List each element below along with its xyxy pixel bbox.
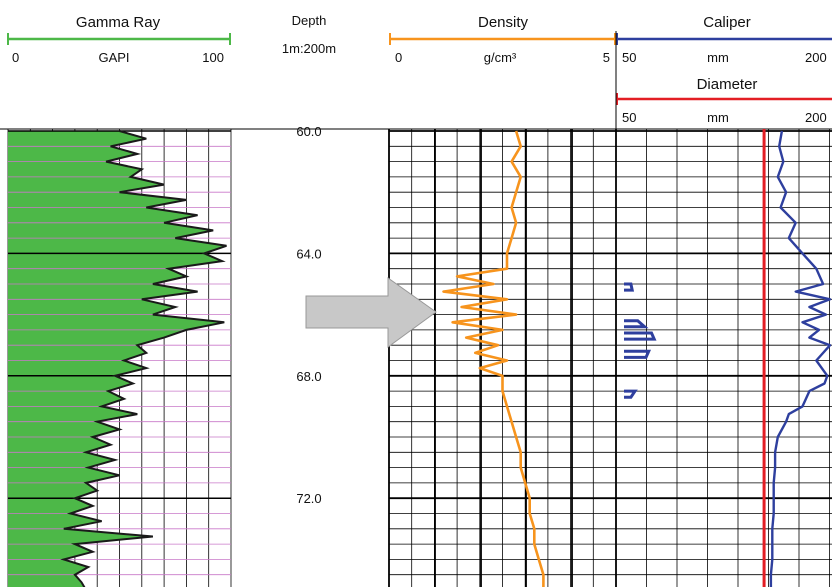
caliper-title: Caliper [703,14,751,31]
diameter-unit: mm [707,110,729,125]
density-scale-bar [389,33,616,45]
caliper-segment [624,319,649,329]
depth-labels: 60.0 64.0 68.0 72.0 [296,124,321,506]
density-max-label: 5 [603,50,610,65]
depth-header: Depth 1m:200m [282,13,336,56]
diameter-scale-bar [616,93,832,105]
caliper-line [769,130,832,587]
gamma-ray-unit: GAPI [98,50,129,65]
caliper-unit: mm [707,50,729,65]
caliper-min-label: 50 [622,50,636,65]
caliper-segment [624,389,638,399]
caliper-max-label: 200 [805,50,827,65]
diameter-min-label: 50 [622,110,636,125]
density-unit: g/cm³ [484,50,517,65]
diameter-max-label: 200 [805,110,827,125]
log-body [7,129,832,587]
caliper-scale-bar [616,33,832,45]
depth-tick-label: 72.0 [296,491,321,506]
gamma-ray-header: Gamma Ray 0 GAPI 100 [7,14,231,65]
density-min-label: 0 [395,50,402,65]
depth-tick-label: 60.0 [296,124,321,139]
density-title: Density [478,14,529,31]
gamma-ray-max-label: 100 [202,50,224,65]
depth-title: Depth [292,13,327,28]
caliper-segment [624,349,652,359]
density-line [442,130,545,587]
gamma-ray-min-label: 0 [12,50,19,65]
gamma-ray-scale-bar [7,33,231,45]
caliper-header: Caliper 50 mm 200 Diameter 50 mm 200 [616,14,832,125]
gamma-ray-title: Gamma Ray [76,14,161,31]
depth-tick-label: 68.0 [296,369,321,384]
depth-scale: 1m:200m [282,41,336,56]
depth-tick-label: 64.0 [296,246,321,261]
gamma-ray-line [60,130,227,587]
header: Gamma Ray 0 GAPI 100 Depth 1m:200m Densi… [0,13,832,130]
diameter-title: Diameter [697,76,758,93]
density-header: Density 0 g/cm³ 5 [389,14,616,65]
caliper-segment [624,331,657,341]
gamma-ray-fill [8,131,227,587]
caliper-segment [624,282,635,292]
arrow-annotation [305,277,437,348]
